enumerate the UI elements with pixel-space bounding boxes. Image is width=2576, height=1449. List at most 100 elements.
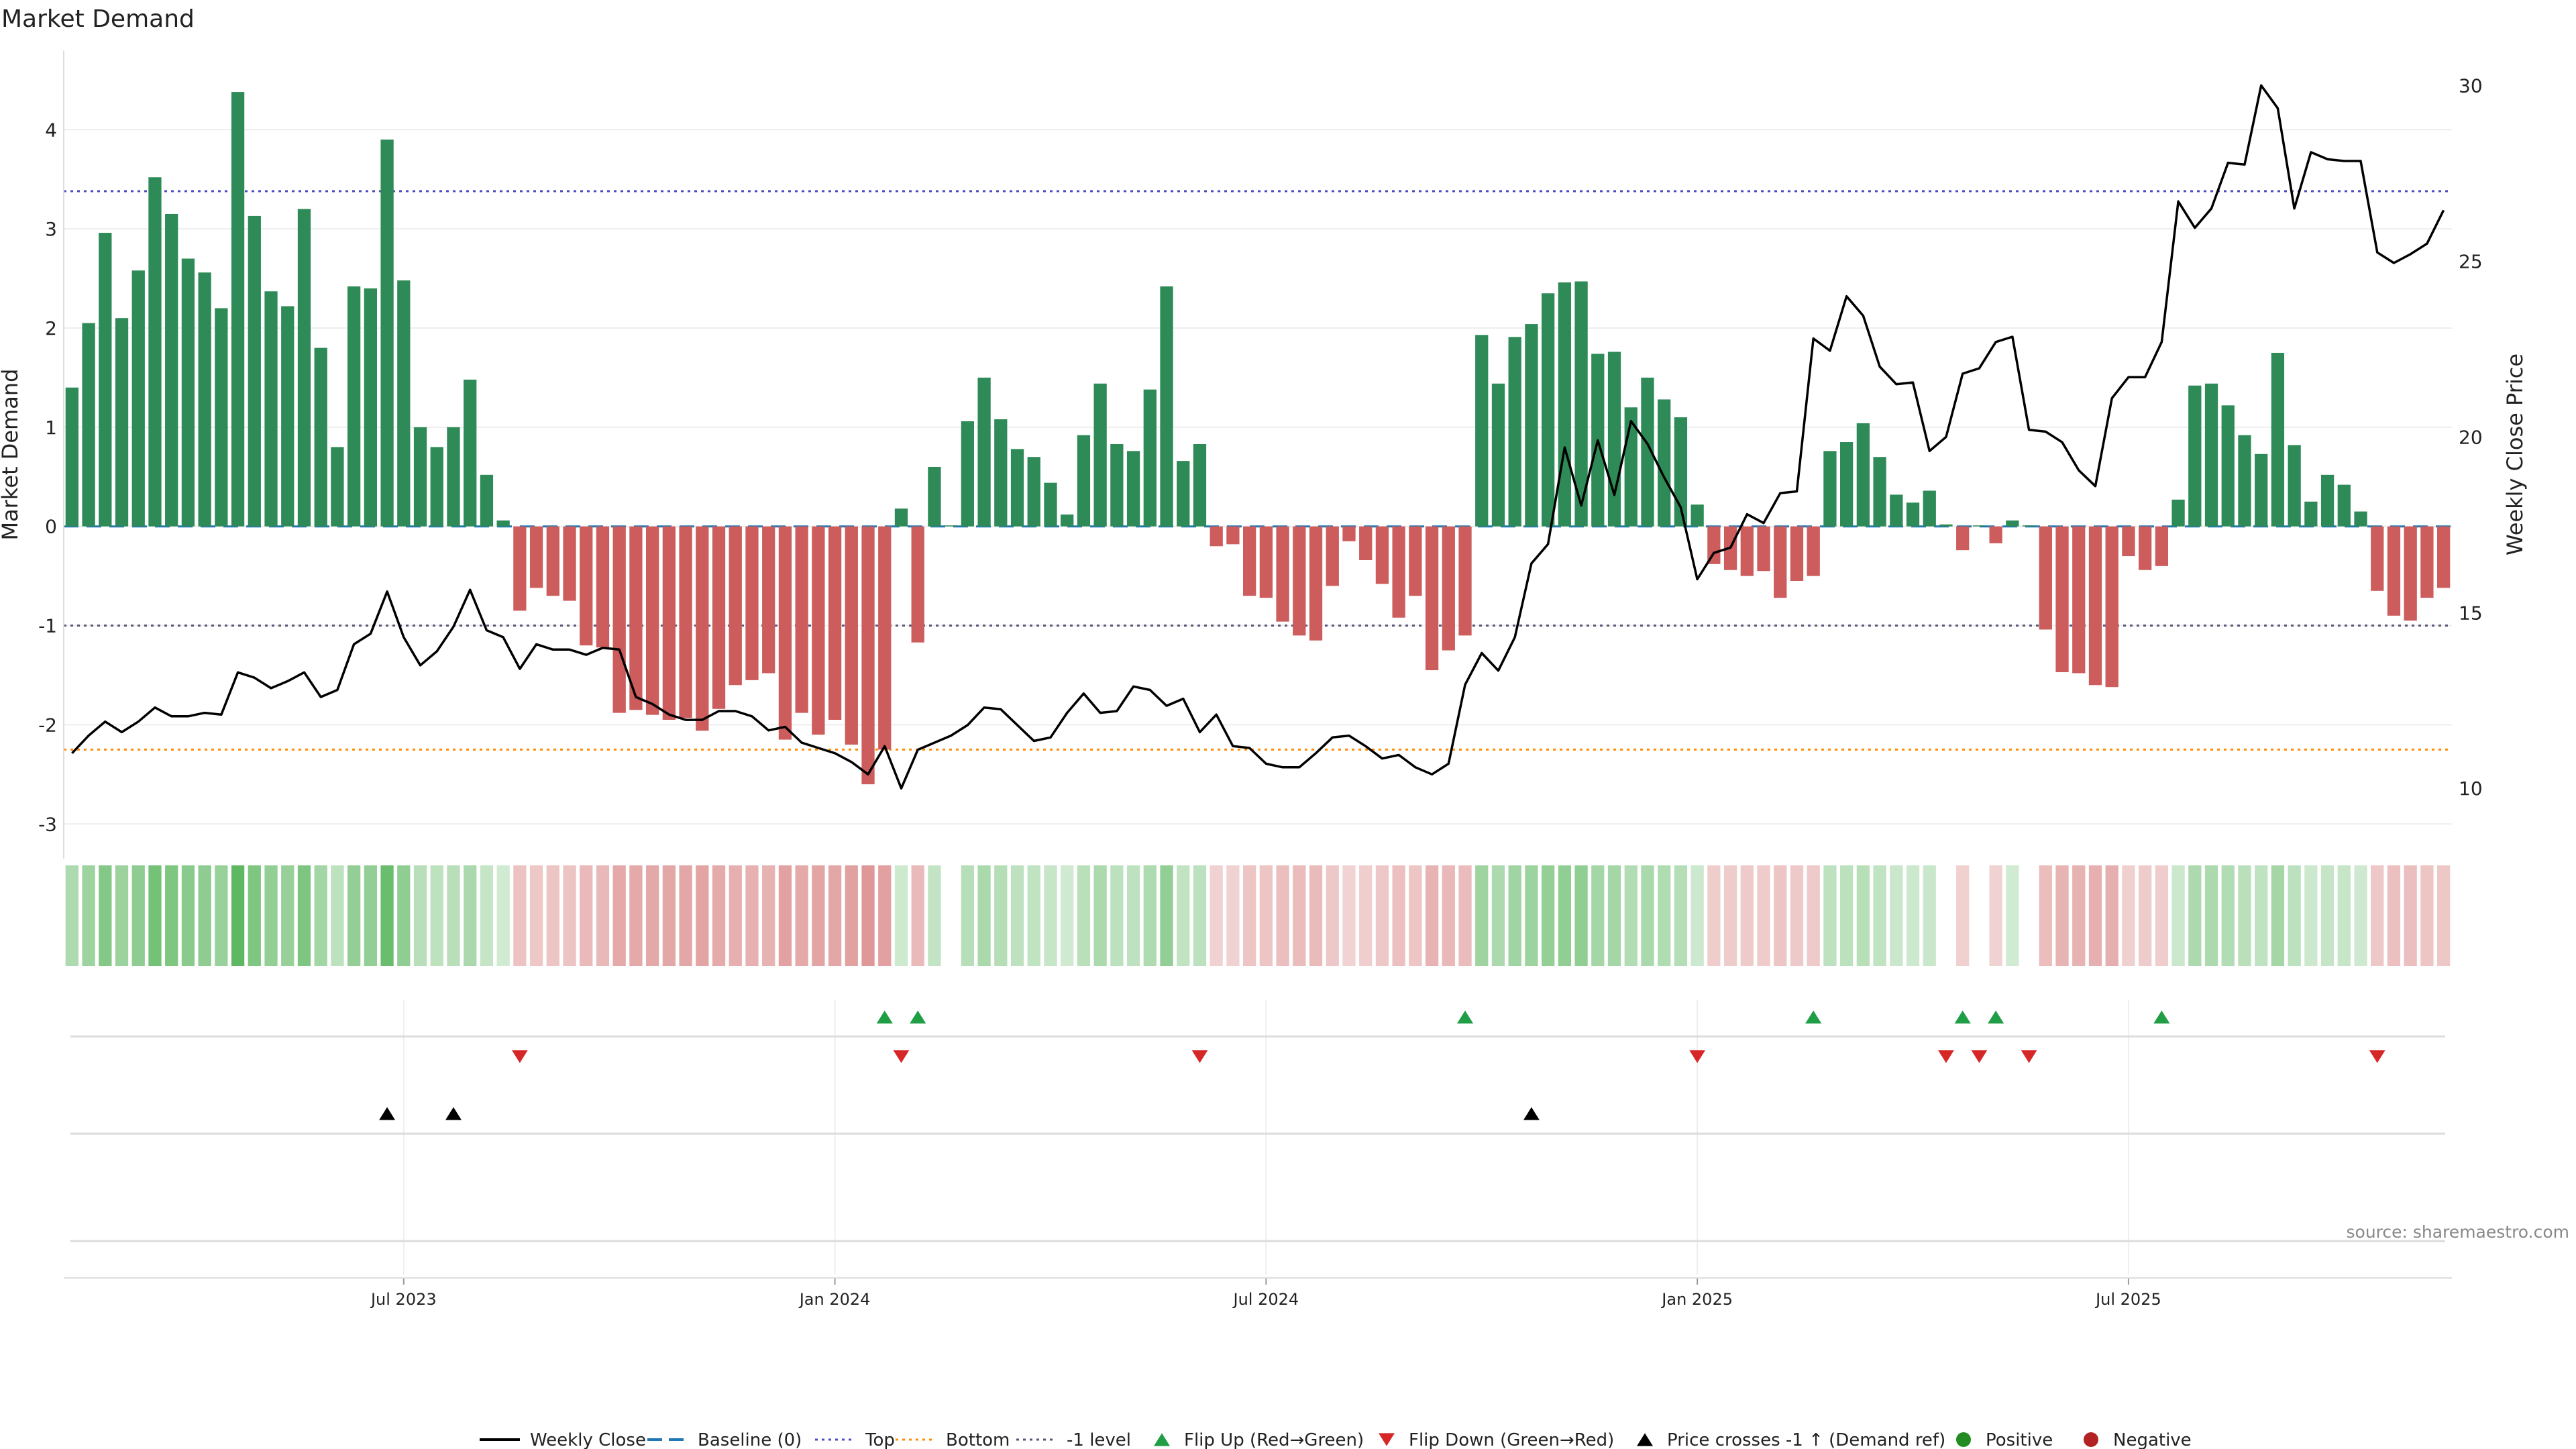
demand-heat-strip (65, 865, 2451, 966)
heat-strip-cell (2404, 865, 2417, 966)
y-tick-label: -2 (38, 714, 57, 736)
heat-strip-cell (1624, 865, 1638, 966)
demand-bar (1359, 526, 1373, 560)
heat-strip-cell (2371, 865, 2384, 966)
legend: Weekly Close Baseline (0) Top Bottom -1 leve… (480, 1430, 2192, 1449)
demand-bar (1027, 457, 1040, 527)
heat-strip-cell (961, 865, 975, 966)
y2-tick-label: 30 (2459, 74, 2483, 97)
heat-strip-cell (729, 865, 742, 966)
demand-bar (1342, 526, 1356, 541)
heat-strip-cell (1525, 865, 1538, 966)
demand-bar (1856, 423, 1870, 527)
demand-bar (181, 258, 195, 527)
heat-strip-cell (464, 865, 477, 966)
heat-strip-cell (1607, 865, 1621, 966)
demand-bar (131, 270, 145, 527)
demand-bar (1873, 457, 1886, 527)
y2-tick-label: 20 (2459, 426, 2483, 448)
demand-bar (82, 323, 95, 527)
heat-strip-cell (281, 865, 294, 966)
demand-bar (712, 526, 726, 709)
demand-bar (1707, 526, 1721, 564)
demand-bar (1326, 526, 1339, 586)
demand-bar (165, 213, 178, 527)
heat-strip-cell (762, 865, 775, 966)
axes: -3 -2 -1 0 1 2 3 4 10 15 20 25 30 Market Demand Weekly… (0, 50, 2528, 859)
heat-strip-cell (662, 865, 676, 966)
demand-bar (2155, 526, 2169, 566)
flip-down-marker (1191, 1050, 1208, 1063)
heat-strip-cell (1508, 865, 1521, 966)
heat-strip-cell (1027, 865, 1040, 966)
demand-bar (861, 526, 875, 785)
heat-strip-cell (331, 865, 344, 966)
heat-strip-cell (1160, 865, 1173, 966)
legend-label: Bottom (946, 1430, 1010, 1449)
heat-strip-cell (314, 865, 327, 966)
heat-strip-cell (1326, 865, 1339, 966)
heat-strip-cell (364, 865, 378, 966)
demand-bar (778, 526, 792, 740)
demand-bar (911, 526, 924, 643)
heat-strip-cell (297, 865, 311, 966)
demand-bar (878, 526, 892, 750)
demand-bar (496, 520, 510, 527)
flip-up-marker (1805, 1010, 1822, 1024)
legend-label: Baseline (0) (698, 1430, 802, 1449)
demand-bar (1989, 526, 2002, 543)
demand-bar (464, 379, 477, 527)
demand-bar (928, 466, 941, 527)
heat-strip-cell (1342, 865, 1356, 966)
demand-bar (580, 526, 593, 646)
event-markers (70, 1010, 2445, 1242)
demand-bar (1807, 526, 1820, 576)
legend-label: Flip Up (Red→Green) (1184, 1430, 1364, 1449)
legend-swatch-flip-up (1154, 1433, 1170, 1446)
x-tick-label: Jul 2024 (1232, 1290, 1299, 1309)
legend-label: Price crosses -1 ↑ (Demand ref) (1667, 1430, 1945, 1449)
demand-bar (331, 447, 344, 527)
demand-bar (1293, 526, 1306, 636)
heat-strip-cell (1126, 865, 1140, 966)
demand-bar (264, 291, 278, 527)
heat-strip-cell (2155, 865, 2169, 966)
demand-bar (2055, 526, 2069, 673)
y2-tick-label: 15 (2459, 602, 2483, 624)
demand-bar (1690, 504, 1704, 527)
heat-strip-cell (148, 865, 162, 966)
demand-bar (1641, 377, 1654, 527)
heat-strip-cell (2171, 865, 2185, 966)
heat-strip-cell (928, 865, 941, 966)
heat-strip-cell (911, 865, 924, 966)
heat-strip-cell (1193, 865, 1207, 966)
demand-bar (1226, 526, 1240, 545)
heat-strip-cell (596, 865, 610, 966)
demand-bar (430, 447, 443, 527)
heat-strip-cell (181, 865, 195, 966)
demand-bar (1923, 490, 1936, 527)
demand-bar (612, 526, 626, 713)
demand-bar (2204, 383, 2218, 527)
heat-strip-cell (1491, 865, 1505, 966)
heat-strip-cell (1641, 865, 1654, 966)
heat-strip-cell (1475, 865, 1489, 966)
demand-bar (2022, 525, 2036, 527)
heat-strip-cell (131, 865, 145, 966)
demand-bar (1757, 526, 1770, 572)
legend-label: Top (865, 1430, 895, 1449)
heat-strip-cell (1790, 865, 1804, 966)
demand-bar (1972, 525, 1986, 527)
demand-bar (745, 526, 759, 680)
demand-bar (1906, 502, 1920, 527)
demand-bar (1061, 514, 1074, 527)
demand-bar (2371, 526, 2384, 591)
heat-strip-cell (1226, 865, 1240, 966)
heat-strip-cell (1093, 865, 1107, 966)
y-tick-label: -3 (38, 813, 57, 835)
legend-swatch-price-cross (1637, 1433, 1653, 1446)
heat-strip-cell (2255, 865, 2268, 966)
heat-strip-cell (1110, 865, 1124, 966)
x-tick-label: Jan 2024 (798, 1290, 871, 1309)
heat-strip-cell (1177, 865, 1190, 966)
